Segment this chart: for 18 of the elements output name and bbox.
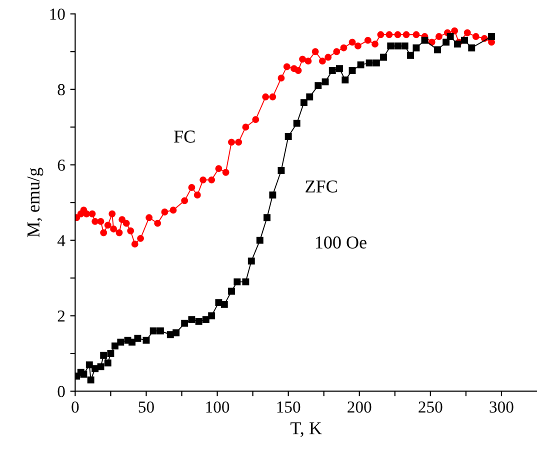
y-tick-label: 0 bbox=[58, 386, 65, 398]
y-tick-label: 4 bbox=[57, 235, 66, 246]
series-label: FC bbox=[174, 130, 195, 143]
annotation: 100 Oe bbox=[316, 236, 366, 249]
y-tick-label: 6 bbox=[58, 160, 65, 171]
y-tick-label: 2 bbox=[58, 310, 65, 322]
x-tick-label: 200 bbox=[348, 401, 372, 413]
x-tick-label: 250 bbox=[418, 401, 442, 413]
x-tick-label: 0 bbox=[72, 401, 79, 413]
series-label: ZFC bbox=[306, 180, 337, 193]
x-tick-label: 50 bbox=[138, 401, 154, 413]
y-tick-label: 8 bbox=[58, 84, 65, 96]
x-tick-label: 100 bbox=[206, 401, 230, 413]
x-axis-title: T, K bbox=[290, 422, 322, 437]
x-tick-label: 150 bbox=[277, 401, 300, 413]
x-tick-label: 300 bbox=[490, 401, 514, 413]
y-axis-title: M, emu/g bbox=[27, 168, 44, 238]
y-tick-label: 10 bbox=[50, 8, 65, 20]
